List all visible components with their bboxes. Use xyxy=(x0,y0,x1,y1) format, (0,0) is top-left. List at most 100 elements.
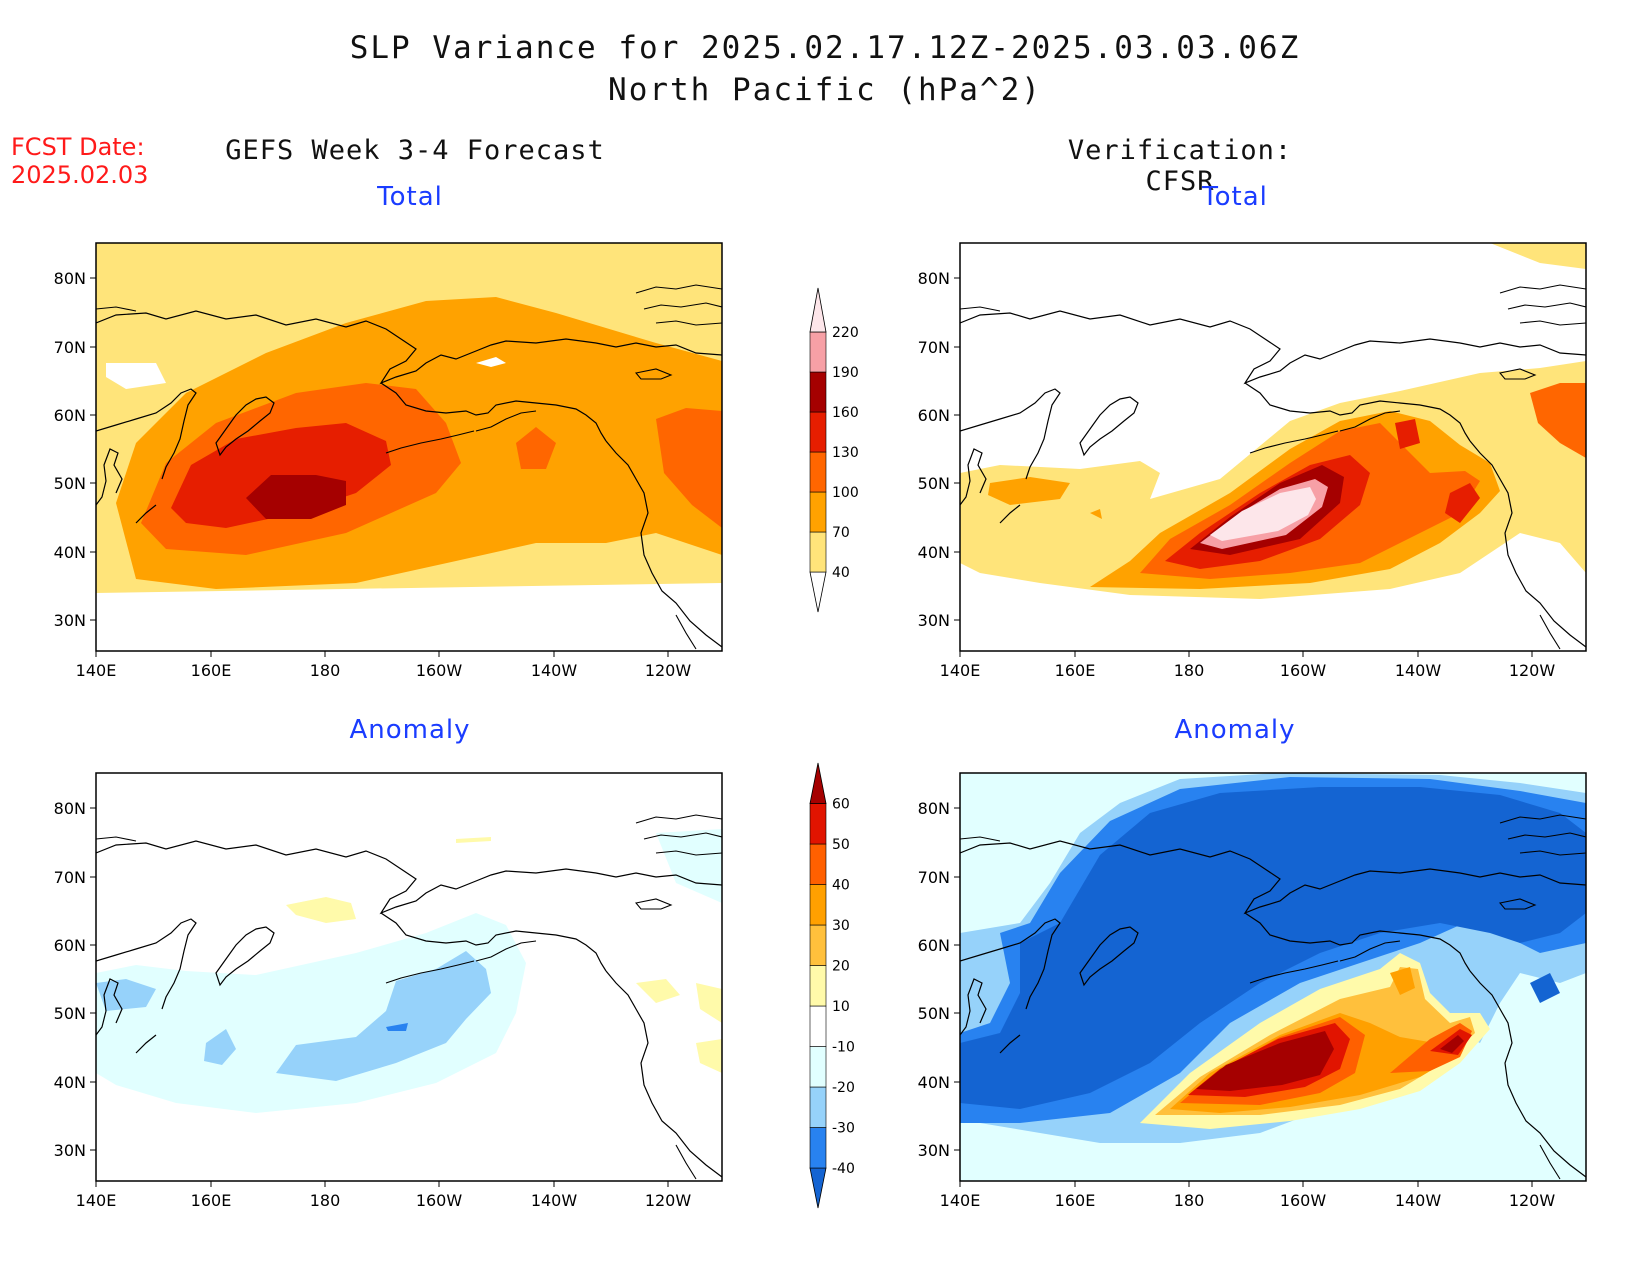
lon-label: 120W xyxy=(1509,1191,1556,1210)
lat-label: 60N xyxy=(54,406,86,425)
lon-label: 120W xyxy=(645,661,692,680)
lat-label: 30N xyxy=(54,1141,86,1160)
lon-label: 140W xyxy=(531,1191,578,1210)
colorbar-total-segment xyxy=(809,491,827,533)
frame-bottom-left xyxy=(95,772,723,1182)
fcst-date-value: 2025.02.03 xyxy=(11,161,149,189)
lat-label: 80N xyxy=(918,799,950,818)
colorbar-anomaly-label: 30 xyxy=(832,918,850,934)
colorbar-anomaly-label: 10 xyxy=(832,999,850,1015)
main-title-line1: SLP Variance for 2025.02.17.12Z-2025.03.… xyxy=(349,30,1301,66)
lon-label: 140W xyxy=(1395,1191,1442,1210)
colorbar-total-segment xyxy=(809,411,827,453)
colorbar-anomaly-label: -10 xyxy=(832,1040,855,1056)
colorbar-anomaly-label: -20 xyxy=(832,1080,855,1096)
colorbar-total-label: 160 xyxy=(832,405,859,421)
lon-label: 140E xyxy=(76,661,117,680)
colorbar-total-label: 70 xyxy=(832,525,850,541)
left-column-title: GEFS Week 3-4 Forecast xyxy=(225,135,605,166)
lat-label: 60N xyxy=(918,406,950,425)
lat-label: 30N xyxy=(918,1141,950,1160)
lat-label: 70N xyxy=(54,338,86,357)
colorbar-total-segment xyxy=(809,371,827,413)
axis-layer: 80N 70N 60N 50N 40N 30N 140E 160E 180 160W 140W 120… xyxy=(54,269,1556,1210)
colorbar-anomaly-segment xyxy=(809,965,827,1007)
lon-label: 140E xyxy=(76,1191,117,1210)
lat-label: 80N xyxy=(54,269,86,288)
panel-title-top-right: Total xyxy=(1202,182,1268,212)
lat-label: 60N xyxy=(918,936,950,955)
lon-label: 120W xyxy=(1509,661,1556,680)
lon-label: 160E xyxy=(191,1191,232,1210)
lat-label: 50N xyxy=(54,1004,86,1023)
lat-label: 50N xyxy=(918,474,950,493)
colorbar-anomaly-label: 60 xyxy=(832,797,850,813)
lon-label: 180 xyxy=(1174,1191,1205,1210)
colorbar-total-segment xyxy=(809,531,827,573)
lon-label: 160W xyxy=(416,1191,463,1210)
lat-label: 80N xyxy=(54,799,86,818)
fcst-date-label: FCST Date: xyxy=(11,133,145,161)
colorbar-anomaly-label: 20 xyxy=(832,959,850,975)
colorbar-anomaly-label: 50 xyxy=(832,837,850,853)
colorbar-total-label: 40 xyxy=(832,565,850,581)
colorbar-anomaly-segment xyxy=(809,1005,827,1047)
map-panel-gefs-total xyxy=(96,243,722,651)
panel-title-bottom-left: Anomaly xyxy=(349,715,471,745)
lon-label: 180 xyxy=(310,1191,341,1210)
map-panel-cfsr-anomaly xyxy=(960,773,1586,1181)
lat-label: 40N xyxy=(54,543,86,562)
colorbar-anomaly-label: -40 xyxy=(832,1161,855,1177)
colorbar-anomaly-segment xyxy=(809,843,827,885)
colorbar-total-segment xyxy=(809,451,827,493)
colorbar-anomaly-high-cap xyxy=(809,762,827,804)
lat-label: 70N xyxy=(54,868,86,887)
lat-label: 40N xyxy=(918,543,950,562)
lat-label: 60N xyxy=(54,936,86,955)
colorbar-total-label: 190 xyxy=(832,365,859,381)
colorbar-total-segment xyxy=(809,331,827,373)
lon-label: 160E xyxy=(1055,1191,1096,1210)
colorbar-anomaly-label: 40 xyxy=(832,878,850,894)
panel-title-top-left: Total xyxy=(377,182,443,212)
colorbar-anomaly-low-cap xyxy=(809,1167,827,1209)
lon-label: 160E xyxy=(1055,661,1096,680)
colorbar-total: 40 70 100 130 160 190 220 xyxy=(809,287,859,613)
map-panel-gefs-anomaly xyxy=(96,773,722,1181)
lon-label: 140E xyxy=(940,1191,981,1210)
lon-label: 140E xyxy=(940,661,981,680)
lon-label: 140W xyxy=(531,661,578,680)
lon-label: 160W xyxy=(1280,661,1327,680)
colorbar-anomaly-segment xyxy=(809,1046,827,1088)
colorbar-anomaly-segment xyxy=(809,924,827,966)
colorbar-anomaly-segment xyxy=(809,884,827,926)
lat-label: 30N xyxy=(54,611,86,630)
lat-label: 50N xyxy=(54,474,86,493)
colorbar-anomaly-segment xyxy=(809,1086,827,1128)
colorbar-total-label: 130 xyxy=(832,445,859,461)
main-title-line2: North Pacific (hPa^2) xyxy=(608,72,1042,108)
lon-label: 180 xyxy=(1174,661,1205,680)
lat-label: 30N xyxy=(918,611,950,630)
lon-label: 120W xyxy=(645,1191,692,1210)
lat-label: 40N xyxy=(918,1073,950,1092)
colorbar-total-label: 100 xyxy=(832,485,859,501)
colorbar-anomaly: -40 -30 -20 -10 10 20 30 40 50 60 xyxy=(809,762,855,1209)
lat-label: 70N xyxy=(918,868,950,887)
colorbar-anomaly-segment xyxy=(809,1127,827,1169)
colorbar-total-high-cap xyxy=(809,287,827,333)
colorbar-anomaly-segment xyxy=(809,803,827,845)
frame-bottom-right xyxy=(959,772,1587,1182)
colorbar-total-low-cap xyxy=(809,571,827,613)
colorbar-anomaly-label: -30 xyxy=(832,1121,855,1137)
map-panel-cfsr-total xyxy=(960,243,1586,651)
right-column-title: Verification: CFSR xyxy=(1067,135,1293,197)
lat-label: 50N xyxy=(918,1004,950,1023)
lon-label: 160W xyxy=(1280,1191,1327,1210)
lat-label: 70N xyxy=(918,338,950,357)
frame-top-right xyxy=(959,242,1587,652)
panel-title-bottom-right: Anomaly xyxy=(1174,715,1296,745)
lat-label: 40N xyxy=(54,1073,86,1092)
lon-label: 140W xyxy=(1395,661,1442,680)
